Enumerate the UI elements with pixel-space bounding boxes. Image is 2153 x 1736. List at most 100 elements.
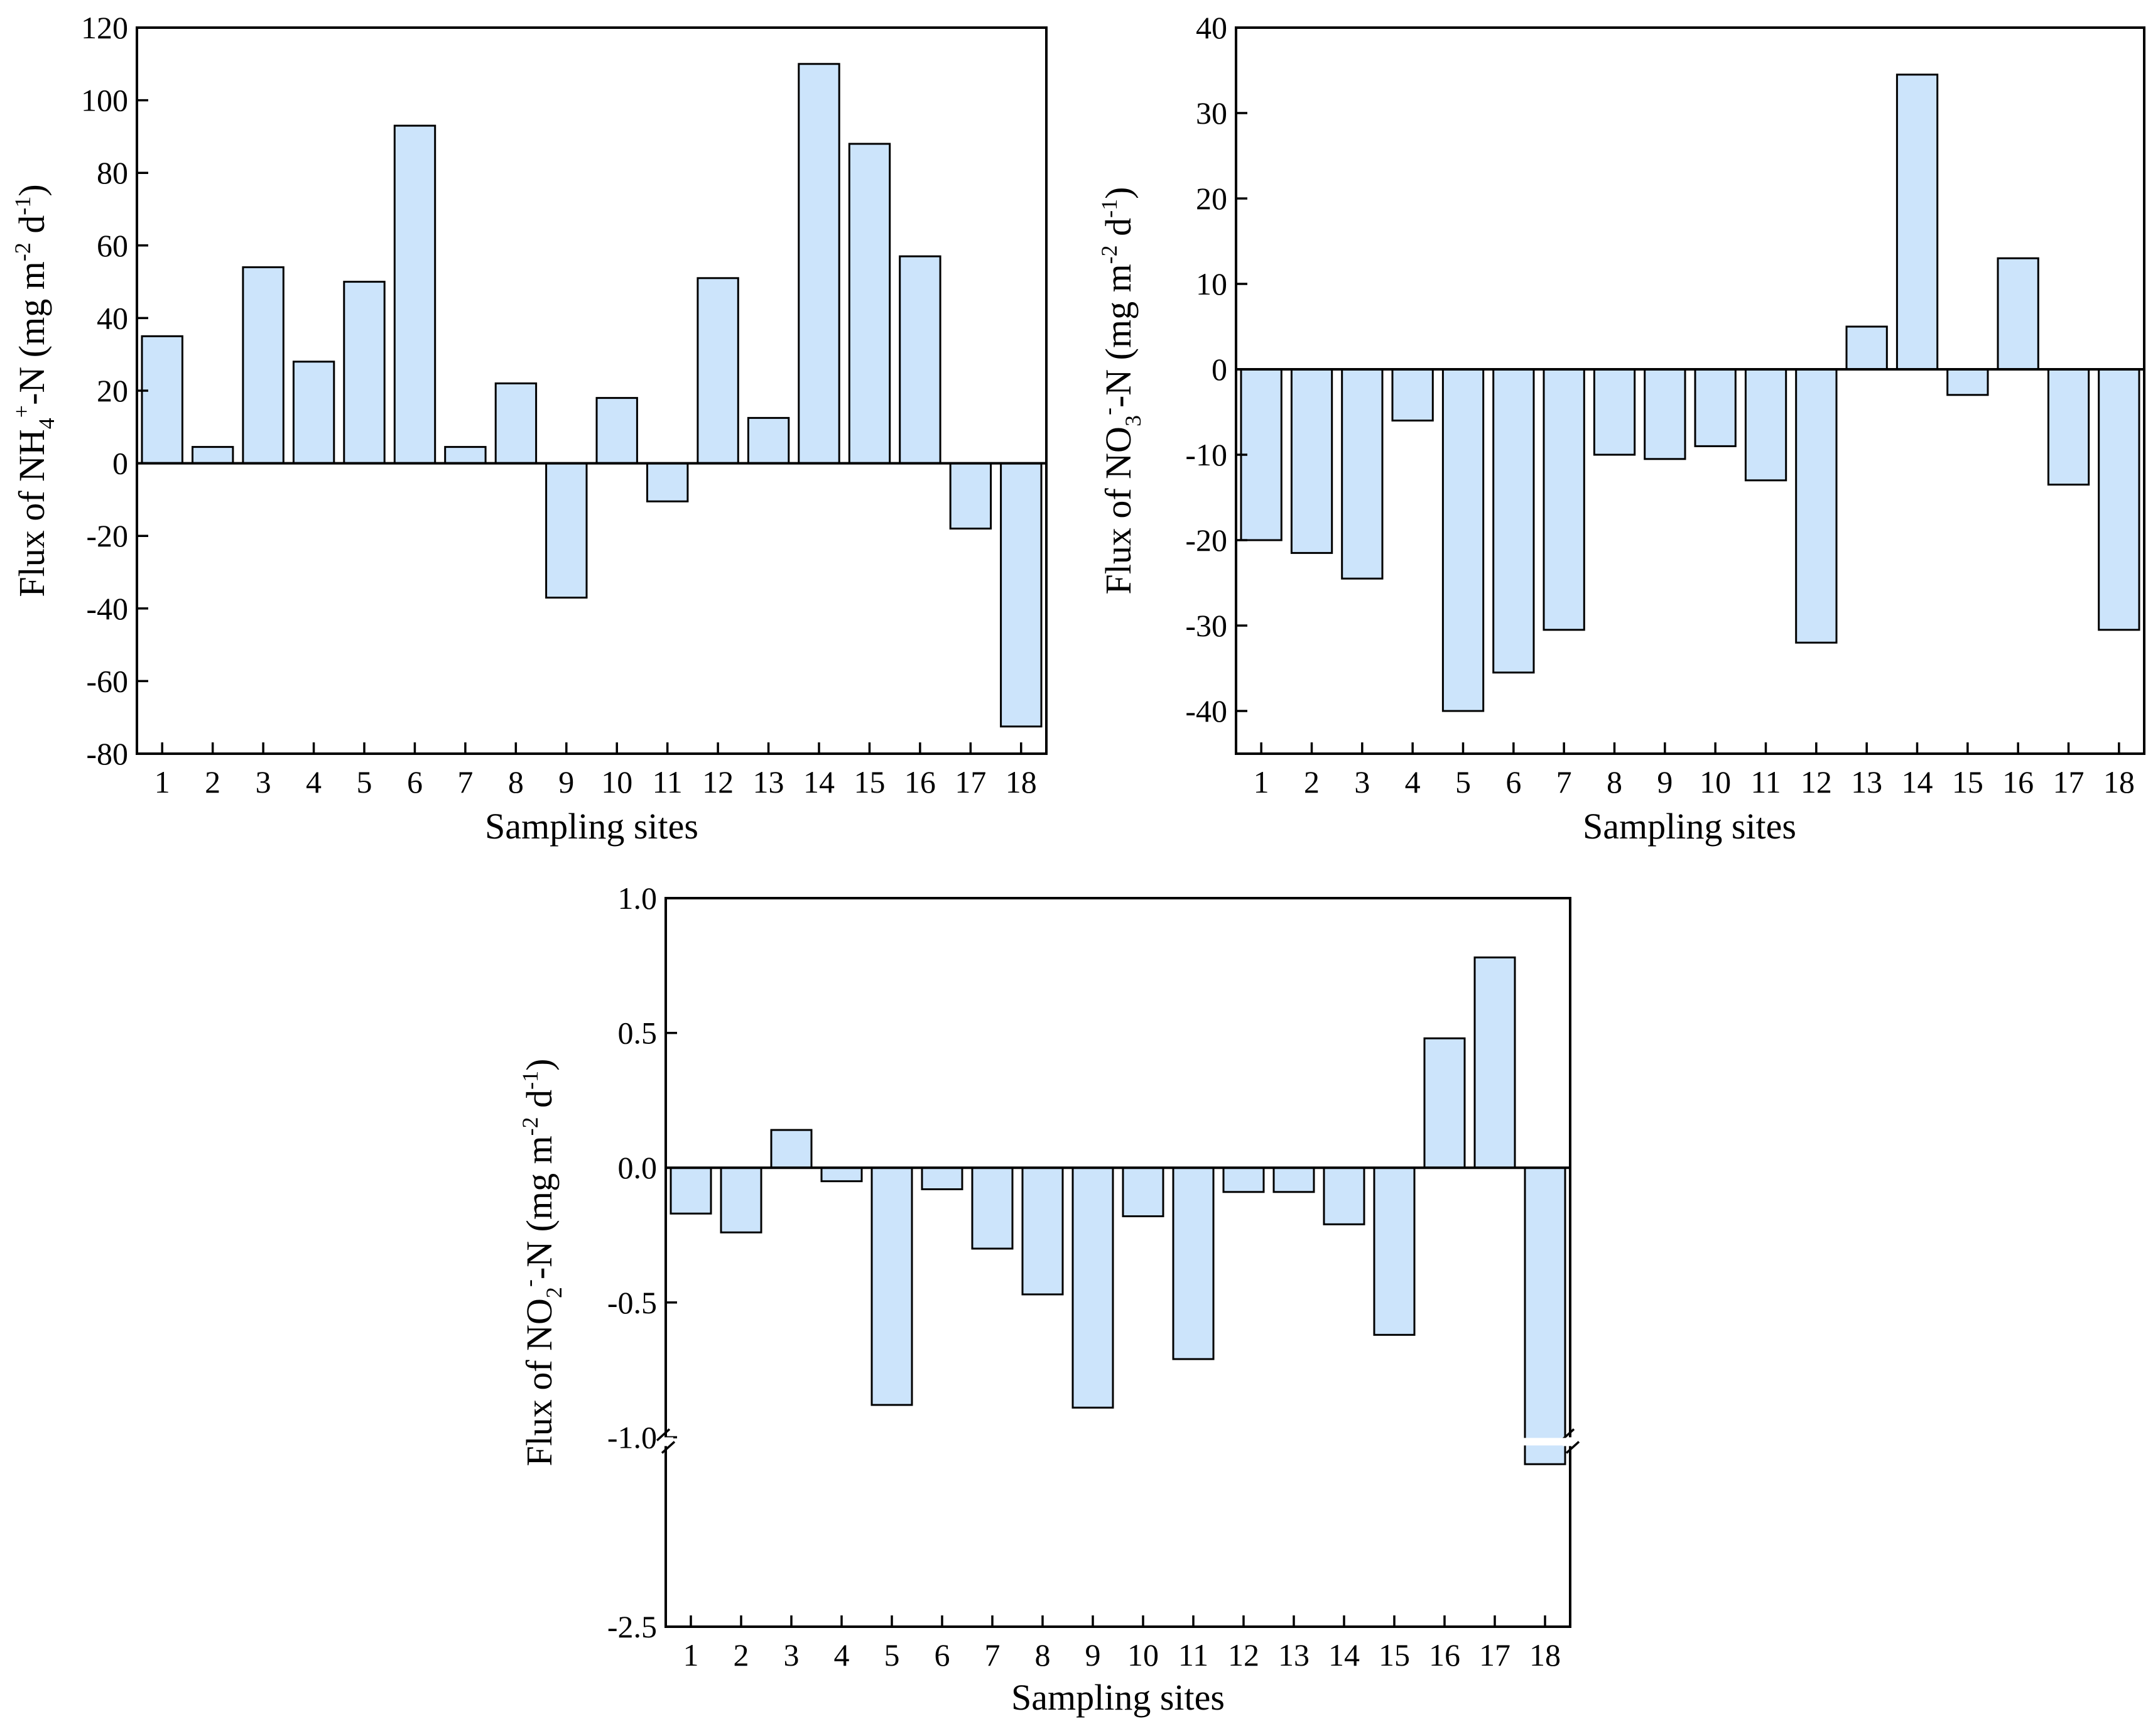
x-tick-label: 11 [1178,1637,1208,1673]
bar-site-6 [393,124,437,465]
bar-site-5 [1441,368,1485,712]
bar-site-18 [2098,368,2140,631]
y-tick-label: -30 [1185,608,1227,643]
x-axis-title: Sampling sites [485,806,698,847]
x-tick-label: 11 [1750,764,1781,800]
y-axis-title-part: d [519,1090,560,1117]
y-tick-label: -40 [86,591,128,626]
y-axis-title-part: -2 [10,242,35,261]
bar-site-14 [798,63,840,465]
bar-site-10 [1122,1166,1164,1217]
x-tick-label: 16 [904,764,936,800]
y-axis-title-part: -2 [518,1117,543,1136]
bar-site-8 [1021,1166,1064,1296]
y-tick-label: 1.0 [618,881,658,916]
y-tick-label: -60 [86,663,128,698]
bar-group [141,63,1043,728]
x-tick-label: 13 [1851,764,1882,800]
y-tick-label: 80 [97,155,128,190]
x-tick-label: 6 [1505,764,1521,800]
x-tick-label: 6 [407,764,423,800]
x-tick-label: 9 [1085,1637,1101,1673]
y-axis-title: Flux of NH4+-N (mg m-2 d-1) [9,184,59,597]
x-tick-label: 5 [884,1637,900,1673]
y-axis-title-part: -N (mg m [11,261,52,405]
bar-break-gap [1522,1438,1568,1446]
x-tick-label: 5 [1455,764,1471,800]
plot-frame [1235,26,2145,755]
x-tick-label: 10 [1700,764,1731,800]
bar-site-1 [141,335,183,465]
y-axis-title-part: 4 [34,418,59,429]
bar-site-16 [899,255,941,465]
y-tick-label: 60 [97,228,128,263]
x-tick-label: 14 [803,764,835,800]
bar-site-10 [595,397,638,465]
bar-site-2 [192,446,234,465]
x-tick-label: 8 [508,764,524,800]
bar-site-13 [1272,1166,1315,1193]
bar-site-15 [1946,368,1989,396]
x-tick-label: 2 [205,764,220,800]
y-tick-label: 100 [81,83,128,118]
x-tick-label: 4 [1405,764,1421,800]
y-tick-label: -40 [1185,693,1227,729]
y-axis-title-part: d [11,215,52,243]
x-tick-label: 16 [2002,764,2034,800]
bar-site-17 [2047,368,2090,486]
axis-break-slash [661,1441,676,1454]
bar-site-17 [949,462,992,530]
x-tick-label: 2 [1304,764,1320,800]
bar-site-14 [1895,73,1939,371]
y-axis-title: Flux of NO2--N (mg m-2 d-1) [516,1058,567,1466]
x-tick-label: 5 [357,764,372,800]
axis-break-gap [658,1437,673,1446]
bar-site-13 [747,416,790,465]
x-tick-label: 7 [1556,764,1572,800]
x-tick-label: 15 [1952,764,1983,800]
y-axis-title-part: 2 [541,1287,567,1298]
bar-site-5 [870,1166,913,1406]
x-tick-label: 14 [1328,1637,1360,1673]
bar-site-16 [1423,1037,1466,1169]
x-axis: 1 2 3 4 5 6 7 8 9 10 11 12 13 14 15 16 17 18 [1254,742,2135,800]
x-tick-label: 9 [558,764,574,800]
y-axis-title-part: ) [11,184,52,196]
bar-site-2 [1290,368,1333,554]
bar-site-14 [1323,1166,1365,1225]
x-tick-label: 1 [1254,764,1269,800]
x-tick-label: 18 [2103,764,2135,800]
bar-site-9 [545,462,588,599]
x-tick-label: 10 [1127,1637,1159,1673]
y-axis-title-part: Flux of NH [11,429,52,597]
y-axis-title-part: Flux of NO [519,1298,560,1466]
x-tick-label: 16 [1429,1637,1460,1673]
x-tick-label: 13 [753,764,784,800]
y-axis-title-part: -N (mg m [1098,264,1139,408]
y-tick-label: 0.0 [618,1150,658,1185]
x-tick-label: 15 [1379,1637,1410,1673]
x-axis: 1 2 3 4 5 6 7 8 9 10 11 12 13 14 15 16 17 18 [683,1615,1561,1673]
y-tick-label: -20 [86,518,128,553]
y-axis-title-part: - [516,1279,541,1287]
bar-site-2 [720,1166,762,1234]
bar-site-4 [1391,368,1434,422]
y-axis-title-part: d [1098,218,1139,246]
y-tick-label: 10 [1196,266,1227,301]
x-tick-label: 17 [955,764,986,800]
x-tick-label: 4 [834,1637,850,1673]
bar-site-11 [1172,1166,1215,1360]
x-tick-label: 8 [1035,1637,1051,1673]
y-axis-title-part: -1 [1097,199,1122,218]
x-tick-label: 12 [702,764,734,800]
bar-site-3 [242,266,285,465]
y-axis-title-part: Flux of NO [1098,426,1139,594]
x-tick-label: 14 [1902,764,1933,800]
x-tick-label: 4 [306,764,322,800]
bar-group [1240,73,2140,712]
bar-site-16 [1997,257,2039,371]
y-tick-label: -20 [1185,523,1227,558]
y-tick-label: -0.5 [607,1285,657,1320]
